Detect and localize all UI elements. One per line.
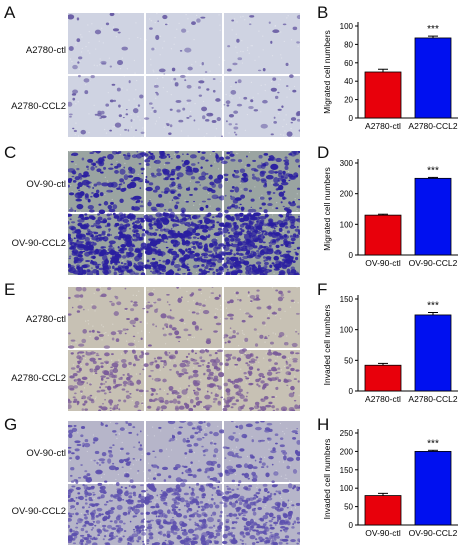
row-label: A2780-ctl bbox=[25, 314, 66, 325]
x-tick-label: OV-90-ctl bbox=[365, 258, 401, 268]
y-tick-label: 50 bbox=[344, 356, 353, 365]
significance-annotation: *** bbox=[427, 24, 439, 35]
row-label: OV-90-CCL2 bbox=[11, 238, 66, 249]
micrograph-tile bbox=[145, 287, 222, 348]
micrograph-tile bbox=[68, 482, 147, 545]
micrograph-tile bbox=[68, 151, 147, 215]
y-tick-label: 150 bbox=[340, 295, 354, 304]
micrograph-tile bbox=[68, 212, 147, 275]
y-tick-label: 100 bbox=[340, 484, 354, 493]
micrograph-tile bbox=[223, 74, 300, 137]
row-label: OV-90-CCL2 bbox=[11, 506, 66, 517]
micrograph-tile bbox=[223, 287, 300, 348]
panel-letter-a: A bbox=[4, 3, 16, 22]
x-tick-label: A2780-CCL2 bbox=[408, 121, 457, 131]
significance-annotation: *** bbox=[427, 438, 439, 449]
bar bbox=[364, 214, 402, 256]
bar-chart-f: Invaded cell numbers 0 50 100 150 A2780-ctl A2… bbox=[322, 295, 458, 404]
y-tick-label: 300 bbox=[340, 159, 354, 168]
row-label: A2780-CCL2 bbox=[11, 373, 66, 384]
micrograph-tile bbox=[143, 151, 225, 214]
y-axis-label: Invaded cell numbers bbox=[322, 305, 332, 386]
row-label: OV-90-ctl bbox=[26, 179, 66, 190]
x-tick-label: A2780-CCL2 bbox=[408, 394, 457, 404]
panel-letter-d: D bbox=[317, 143, 330, 162]
micrograph-tile bbox=[68, 421, 145, 484]
bar-chart-h: Invaded cell numbers 0 50 100 150 200 250 OV-90… bbox=[322, 429, 458, 538]
y-axis-label: Migrated cell numbers bbox=[322, 167, 332, 251]
micrograph-tile bbox=[221, 483, 300, 545]
panel-letter-g: G bbox=[4, 415, 18, 434]
micrograph-tile bbox=[145, 13, 222, 75]
panel-letter-h: H bbox=[317, 415, 330, 434]
panel-letter-f: F bbox=[317, 280, 328, 299]
micrograph-tile bbox=[68, 74, 145, 137]
y-tick-label: 100 bbox=[340, 326, 354, 335]
y-axis-label: Invaded cell numbers bbox=[322, 439, 332, 520]
micrograph-grid-e bbox=[68, 287, 300, 411]
micrograph-grid-a bbox=[68, 13, 300, 137]
micrograph-tile bbox=[142, 211, 226, 275]
micrograph-tile bbox=[146, 421, 225, 484]
bar bbox=[364, 495, 402, 526]
y-tick-label: 0 bbox=[349, 387, 354, 396]
significance-annotation: *** bbox=[427, 165, 439, 176]
bar bbox=[414, 451, 452, 526]
bar bbox=[414, 177, 452, 256]
y-tick-label: 100 bbox=[340, 220, 354, 229]
bar-chart-b: Migrated cell numbers 0 20 40 60 80 100 A2780-c… bbox=[322, 22, 458, 131]
panel-letter-c: C bbox=[4, 143, 17, 162]
y-tick-label: 60 bbox=[344, 59, 353, 68]
x-tick-label: OV-90-CCL2 bbox=[409, 528, 458, 538]
micrograph-tile bbox=[143, 348, 225, 411]
micrograph-tile bbox=[143, 482, 224, 545]
y-tick-label: 20 bbox=[344, 96, 353, 105]
x-tick-label: A2780-ctl bbox=[365, 394, 401, 404]
y-axis-label: Migrated cell numbers bbox=[322, 30, 332, 114]
micrograph-tile bbox=[68, 287, 146, 349]
bar-chart-d: Migrated cell numbers 0 100 200 300 OV-90-ctl… bbox=[322, 159, 458, 268]
y-tick-label: 40 bbox=[344, 77, 353, 86]
panel-letter-b: B bbox=[317, 3, 329, 22]
row-label: A2780-CCL2 bbox=[11, 101, 66, 112]
y-tick-label: 80 bbox=[344, 40, 353, 49]
micrograph-tile bbox=[143, 74, 224, 137]
y-tick-label: 250 bbox=[340, 429, 354, 438]
row-label: A2780-ctl bbox=[25, 45, 66, 56]
micrograph-tile bbox=[68, 13, 144, 74]
y-tick-label: 50 bbox=[344, 503, 353, 512]
x-tick-label: OV-90-ctl bbox=[365, 528, 401, 538]
micrograph-tile bbox=[221, 212, 300, 275]
y-tick-label: 100 bbox=[340, 22, 354, 31]
row-label: OV-90-ctl bbox=[26, 448, 66, 459]
x-tick-label: OV-90-CCL2 bbox=[409, 258, 458, 268]
bar bbox=[364, 71, 402, 119]
y-tick-label: 150 bbox=[340, 466, 354, 475]
micrograph-tile bbox=[222, 421, 300, 484]
y-tick-label: 200 bbox=[340, 447, 354, 456]
micrograph-tile bbox=[224, 13, 300, 75]
bar bbox=[414, 37, 452, 119]
bar bbox=[364, 364, 402, 392]
micrograph-tile bbox=[222, 348, 300, 411]
panel-letter-e: E bbox=[4, 280, 16, 299]
y-tick-label: 200 bbox=[340, 190, 354, 199]
y-tick-label: 0 bbox=[349, 251, 354, 260]
x-tick-label: A2780-ctl bbox=[365, 121, 401, 131]
y-tick-label: 0 bbox=[349, 521, 354, 530]
y-tick-label: 0 bbox=[349, 114, 354, 123]
micrograph-grid-c bbox=[68, 151, 300, 275]
micrograph-tile bbox=[68, 349, 145, 411]
micrograph-grid-g bbox=[68, 421, 300, 545]
micrograph-tile bbox=[220, 151, 300, 214]
bar bbox=[414, 314, 452, 392]
significance-annotation: *** bbox=[427, 300, 439, 311]
